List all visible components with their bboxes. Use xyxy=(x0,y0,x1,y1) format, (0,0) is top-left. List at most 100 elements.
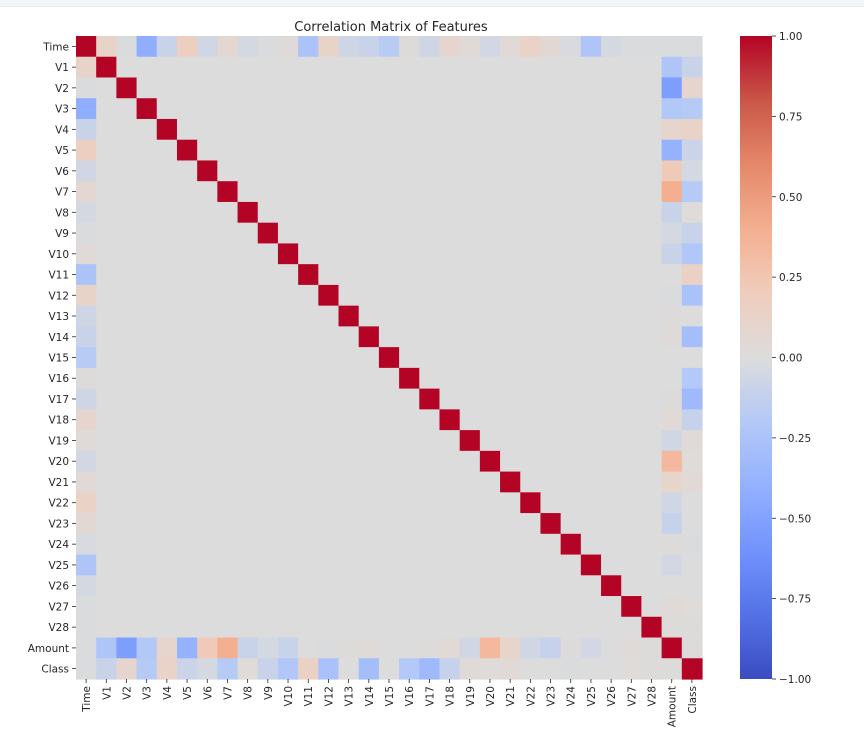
colorbar-tick-label: 1.00 xyxy=(779,31,802,43)
y-tick-label-V11: V11 xyxy=(48,270,69,282)
cell-V13-V22 xyxy=(520,305,542,327)
cell-V6-V7 xyxy=(217,160,239,182)
cell-V7-V11 xyxy=(298,181,319,203)
cell-V5-Time xyxy=(76,139,97,162)
cell-V5-V7 xyxy=(217,139,239,162)
cell-Amount-V6 xyxy=(197,637,218,659)
cell-V22-V1 xyxy=(96,492,117,514)
cell-V6-V4 xyxy=(156,160,178,182)
cell-Time-V1 xyxy=(96,36,117,58)
cell-V2-Amount xyxy=(661,77,683,99)
cell-V10-V14 xyxy=(358,243,380,265)
cell-V27-V6 xyxy=(197,596,218,618)
cell-V22-V5 xyxy=(176,492,198,514)
cell-V6-Amount xyxy=(661,160,683,182)
cell-V5-Class xyxy=(681,139,703,162)
cell-V19-V8 xyxy=(237,430,259,452)
cell-V8-V12 xyxy=(318,201,340,224)
cell-V11-V28 xyxy=(641,264,663,286)
cell-V4-V26 xyxy=(601,118,622,141)
cell-V18-V8 xyxy=(237,409,259,431)
cell-V16-V1 xyxy=(96,367,117,390)
cell-V28-Time xyxy=(76,616,97,639)
cell-V9-V8 xyxy=(237,222,259,245)
cell-V11-Class xyxy=(681,264,703,286)
cell-V3-V5 xyxy=(176,98,198,120)
x-tick-label-V19: V19 xyxy=(465,686,477,707)
cell-V24-V19 xyxy=(459,533,481,556)
cell-V1-V8 xyxy=(237,56,259,79)
x-tick-label-Class: Class xyxy=(687,686,699,714)
cell-Class-V5 xyxy=(176,658,198,680)
cell-V11-V19 xyxy=(459,264,481,286)
cell-V1-V4 xyxy=(156,56,178,79)
cell-V17-V2 xyxy=(116,388,138,410)
cell-V19-V18 xyxy=(439,430,461,452)
cell-V9-V1 xyxy=(96,222,117,245)
cell-V11-V3 xyxy=(136,264,158,286)
cell-Time-V20 xyxy=(479,36,501,58)
cell-V26-V4 xyxy=(156,575,178,597)
cell-V22-V28 xyxy=(641,492,663,514)
cell-V25-V3 xyxy=(136,554,158,576)
cell-V27-V13 xyxy=(338,596,360,618)
cell-V16-V2 xyxy=(116,367,138,390)
cell-V24-V23 xyxy=(540,533,562,556)
cell-V20-V5 xyxy=(176,450,198,473)
cell-V14-V13 xyxy=(338,326,360,348)
cell-V18-V27 xyxy=(621,409,643,431)
cell-V15-V17 xyxy=(419,347,441,369)
cell-Class-V10 xyxy=(277,658,299,680)
cell-V20-V17 xyxy=(419,450,441,473)
cell-V10-V27 xyxy=(621,243,643,265)
cell-V6-V19 xyxy=(459,160,481,182)
cell-V5-V28 xyxy=(641,139,663,162)
cell-V6-V18 xyxy=(439,160,461,182)
cell-V25-V10 xyxy=(277,554,299,576)
cell-V24-V16 xyxy=(399,533,420,556)
cell-Time-V28 xyxy=(641,36,663,58)
cell-Amount-V9 xyxy=(257,637,279,659)
cell-V3-V28 xyxy=(641,98,663,120)
cell-V21-V5 xyxy=(176,471,198,493)
cell-V24-V24 xyxy=(560,533,582,556)
cell-V4-V22 xyxy=(520,118,542,141)
cell-V17-V11 xyxy=(298,388,319,410)
cell-V18-Class xyxy=(681,409,703,431)
cell-V20-V26 xyxy=(601,450,622,473)
cell-V18-V9 xyxy=(257,409,279,431)
cell-V5-V27 xyxy=(621,139,643,162)
cell-V9-Time xyxy=(76,222,97,245)
cell-V1-V9 xyxy=(257,56,279,79)
cell-Class-V24 xyxy=(560,658,582,680)
cell-V15-V24 xyxy=(560,347,582,369)
cell-Class-V21 xyxy=(500,658,521,680)
cell-V2-V16 xyxy=(399,77,420,99)
cell-V22-V8 xyxy=(237,492,259,514)
cell-Amount-V1 xyxy=(96,637,117,659)
cell-V1-V24 xyxy=(560,56,582,79)
cell-V12-V2 xyxy=(116,284,138,307)
cell-V8-V18 xyxy=(439,201,461,224)
cell-V14-V16 xyxy=(399,326,420,348)
x-tick-label-V15: V15 xyxy=(384,686,396,707)
cell-Time-V2 xyxy=(116,36,138,58)
cell-V13-V20 xyxy=(479,305,501,327)
cell-V2-V3 xyxy=(136,77,158,99)
cell-V4-V15 xyxy=(378,118,400,141)
y-tick-label-Amount: Amount xyxy=(28,643,69,655)
cell-V7-V14 xyxy=(358,181,380,203)
cell-V8-V28 xyxy=(641,201,663,224)
cell-V9-V11 xyxy=(298,222,319,245)
cell-V27-Time xyxy=(76,596,97,618)
cell-V15-V28 xyxy=(641,347,663,369)
cell-V8-V8 xyxy=(237,201,259,224)
cell-V17-V20 xyxy=(479,388,501,410)
cell-V26-V15 xyxy=(378,575,400,597)
cell-Class-V11 xyxy=(298,658,319,680)
x-tick-label-V21: V21 xyxy=(505,686,517,707)
cell-V28-V25 xyxy=(580,616,602,639)
cell-V16-V5 xyxy=(176,367,198,390)
cell-V28-V9 xyxy=(257,616,279,639)
cell-Amount-V4 xyxy=(156,637,178,659)
